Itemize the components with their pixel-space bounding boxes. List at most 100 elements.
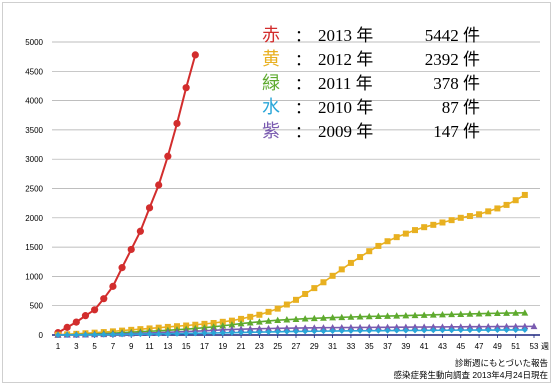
x-axis-tick-labels: 1 3 5 7 9 11 13 15 17 19 21 23 25 27 29 31 33 35 37 39 41 43 4… bbox=[56, 335, 539, 351]
data-point bbox=[210, 323, 218, 330]
x-tick-label: 19 bbox=[218, 342, 227, 351]
data-point bbox=[457, 214, 464, 221]
y-tick-label: 2500 bbox=[25, 185, 43, 194]
x-tick-label: 7 bbox=[111, 342, 116, 351]
data-point bbox=[265, 324, 272, 332]
data-point bbox=[393, 312, 401, 319]
data-point bbox=[55, 331, 61, 338]
data-point bbox=[429, 323, 437, 330]
x-tick-label: 39 bbox=[401, 342, 410, 351]
data-point bbox=[192, 330, 199, 337]
data-point bbox=[274, 324, 282, 332]
data-point bbox=[265, 317, 272, 324]
data-point bbox=[219, 318, 226, 325]
data-point bbox=[347, 327, 354, 334]
legend-year: 2013 年 bbox=[318, 26, 373, 45]
data-point bbox=[228, 329, 235, 336]
data-point bbox=[402, 230, 409, 237]
data-point bbox=[420, 323, 428, 330]
data-point bbox=[503, 322, 510, 330]
data-point bbox=[219, 326, 227, 333]
legend-separator: ： bbox=[295, 28, 311, 45]
data-point bbox=[109, 331, 116, 338]
data-point bbox=[301, 324, 309, 331]
data-point bbox=[439, 311, 446, 318]
legend-count: 5442 件 bbox=[425, 26, 480, 45]
data-point bbox=[521, 326, 528, 333]
data-point bbox=[476, 327, 483, 334]
series-line bbox=[57, 312, 525, 336]
data-point bbox=[476, 211, 483, 218]
legend-separator: ： bbox=[295, 76, 311, 93]
data-point bbox=[466, 327, 473, 334]
data-point bbox=[448, 323, 456, 330]
data-point bbox=[384, 238, 391, 245]
data-point bbox=[503, 309, 510, 316]
data-point bbox=[412, 327, 418, 334]
data-point bbox=[283, 324, 291, 332]
data-point bbox=[338, 266, 345, 273]
x-tick-label: 27 bbox=[292, 342, 301, 351]
data-point bbox=[155, 181, 163, 189]
x-tick-label: 47 bbox=[475, 342, 484, 351]
data-point bbox=[512, 322, 520, 330]
data-point bbox=[493, 322, 501, 330]
y-tick-label: 2000 bbox=[25, 214, 43, 223]
data-point bbox=[448, 310, 456, 318]
data-point bbox=[494, 205, 501, 212]
data-point bbox=[210, 319, 217, 326]
data-point bbox=[237, 325, 245, 332]
data-point bbox=[475, 323, 483, 330]
data-point bbox=[466, 310, 474, 317]
data-point bbox=[302, 328, 309, 335]
data-point bbox=[183, 330, 190, 337]
data-point bbox=[228, 317, 235, 324]
data-point bbox=[292, 324, 300, 331]
legend-count: 378 件 bbox=[433, 74, 480, 93]
x-tick-label: 41 bbox=[420, 342, 429, 351]
data-point bbox=[274, 305, 281, 312]
data-point bbox=[302, 290, 309, 297]
data-point bbox=[329, 313, 337, 321]
data-point bbox=[219, 329, 226, 336]
x-tick-label: 1 bbox=[56, 342, 61, 351]
data-point bbox=[329, 272, 336, 279]
data-point bbox=[347, 259, 354, 266]
data-point bbox=[430, 327, 437, 334]
data-series bbox=[54, 51, 538, 338]
data-point bbox=[128, 331, 135, 338]
data-point bbox=[421, 224, 428, 231]
data-point bbox=[255, 325, 263, 332]
data-point bbox=[375, 327, 382, 334]
data-point bbox=[118, 264, 126, 272]
y-tick-label: 4000 bbox=[25, 97, 43, 106]
footnote-line: 感染症発生動向調査 2013年4月24日現在 bbox=[394, 370, 548, 380]
data-point bbox=[530, 322, 538, 330]
legend-count: 87 件 bbox=[442, 98, 480, 117]
data-point bbox=[164, 330, 171, 337]
data-point bbox=[329, 328, 336, 335]
y-tick-label: 5000 bbox=[25, 38, 43, 47]
x-tick-label: 17 bbox=[200, 342, 209, 351]
x-tick-label: 21 bbox=[237, 342, 246, 351]
data-point bbox=[237, 319, 245, 327]
data-point bbox=[457, 327, 464, 334]
data-point bbox=[448, 217, 455, 224]
data-point bbox=[494, 327, 501, 334]
data-point bbox=[210, 326, 218, 334]
series-line bbox=[57, 329, 525, 336]
data-point bbox=[173, 119, 181, 128]
x-tick-label: 31 bbox=[328, 342, 337, 351]
y-tick-label: 500 bbox=[30, 302, 44, 311]
legend-year: 2009 年 bbox=[318, 122, 373, 141]
legend-count: 147 件 bbox=[433, 122, 480, 141]
data-point bbox=[228, 321, 236, 328]
data-point bbox=[512, 309, 520, 316]
data-point bbox=[493, 309, 501, 317]
data-point bbox=[393, 327, 400, 334]
data-point bbox=[485, 327, 492, 334]
data-point bbox=[466, 213, 473, 220]
data-point bbox=[91, 306, 99, 314]
data-point bbox=[375, 242, 382, 249]
data-point bbox=[357, 327, 364, 334]
